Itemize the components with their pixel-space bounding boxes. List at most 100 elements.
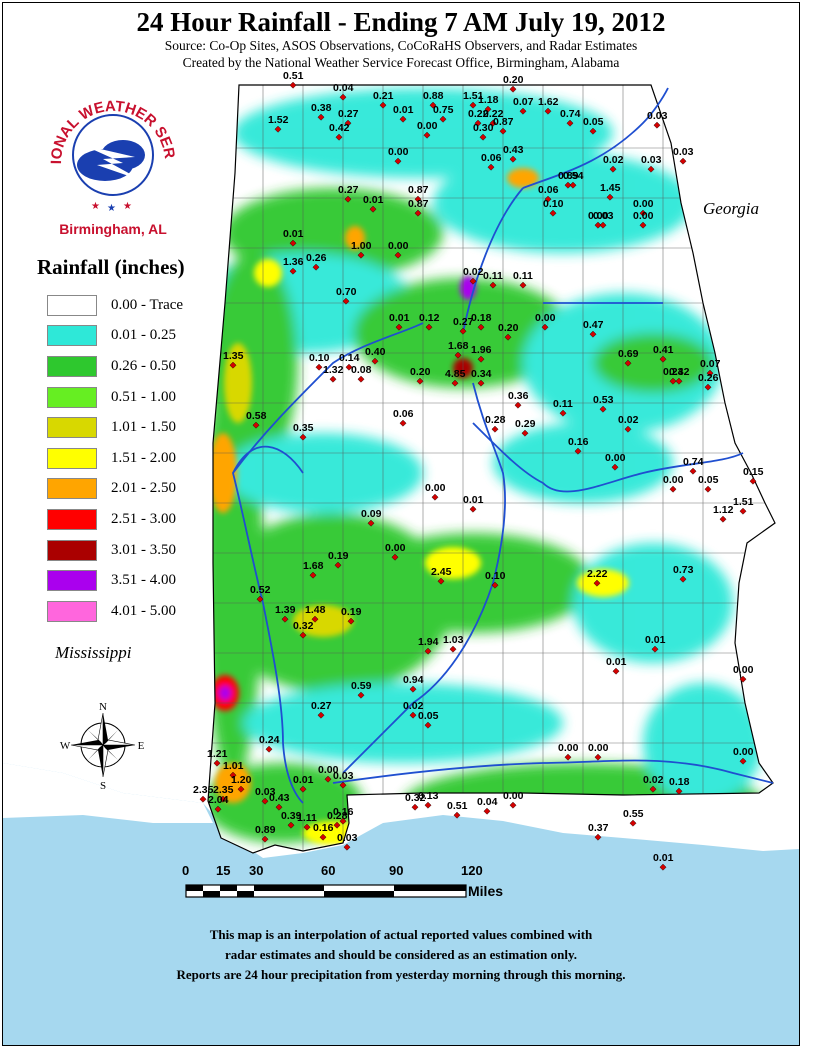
station-value: 0.12	[419, 312, 440, 324]
station-marker	[514, 401, 522, 409]
legend-swatch	[47, 447, 97, 469]
station-value: 1.39	[275, 604, 296, 616]
station-marker	[324, 775, 332, 783]
compass-rose-icon: N S E W	[60, 701, 145, 792]
station-value: 0.70	[336, 286, 357, 298]
station-marker	[334, 561, 342, 569]
station-report: 0.29	[515, 418, 536, 437]
station-marker	[409, 711, 417, 719]
station-report: 0.75	[433, 104, 454, 123]
station-value: 0.27	[338, 184, 359, 196]
station-marker	[469, 101, 477, 109]
compass-s: S	[100, 780, 106, 792]
station-report: 0.00	[605, 452, 626, 471]
station-report: 0.26	[698, 372, 719, 391]
station-value: 0.51	[283, 70, 304, 82]
station-value: 0.05	[583, 116, 604, 128]
station-value: 0.18	[669, 776, 690, 788]
station-report: 0.09	[361, 508, 382, 527]
station-marker	[214, 805, 222, 813]
legend-item: 2.01 - 2.50	[37, 474, 237, 505]
station-marker	[491, 425, 499, 433]
station-marker	[309, 571, 317, 579]
station-report: 0.00	[633, 210, 654, 229]
station-value: 0.16	[313, 822, 334, 834]
station-marker	[491, 581, 499, 589]
scale-unit: Miles	[468, 883, 504, 899]
station-report: 1.94	[418, 636, 439, 655]
station-marker	[265, 745, 273, 753]
station-report: 0.54	[563, 170, 584, 189]
station-report: 0.00	[388, 146, 409, 165]
station-marker	[489, 281, 497, 289]
logo-city: Birmingham, AL	[59, 221, 167, 237]
station-value: 0.03	[255, 786, 276, 798]
disclaimer: This map is an interpolation of actual r…	[3, 925, 799, 985]
disclaimer-line: Reports are 24 hour precipitation from y…	[176, 967, 626, 982]
station-report: 1.39	[275, 604, 296, 623]
station-value: 1.51	[463, 90, 484, 102]
station-report: 0.11	[513, 270, 533, 289]
station-report: 1.51	[463, 90, 484, 109]
rainfall-shading	[208, 85, 775, 853]
station-marker	[299, 631, 307, 639]
station-value: 0.87	[408, 198, 429, 210]
rainfall-map: N S E W 0.51 0.04 0.21 0.88 1.51 0.20 1.18 0.07…	[3, 70, 799, 1045]
station-value: 0.19	[341, 606, 362, 618]
station-report: 0.20	[498, 322, 519, 341]
state-label-mississippi: Mississippi	[55, 643, 132, 662]
station-value: 0.24	[259, 734, 280, 746]
station-marker	[689, 467, 697, 475]
station-report: 0.15	[743, 466, 764, 485]
station-report: 0.32	[293, 620, 314, 639]
legend-label: 1.01 - 1.50	[111, 419, 176, 436]
station-value: 1.96	[471, 344, 492, 356]
station-report: 0.10	[485, 570, 506, 589]
station-value: 2.22	[587, 568, 608, 580]
station-value: 1.68	[448, 340, 469, 352]
legend-label: 0.26 - 0.50	[111, 357, 176, 374]
station-report: 0.59	[351, 680, 372, 699]
station-marker	[274, 125, 282, 133]
station-marker	[509, 85, 517, 93]
station-report: 0.27	[338, 108, 359, 127]
station-value: 0.00	[388, 240, 409, 252]
station-value: 0.69	[618, 348, 639, 360]
station-value: 0.40	[365, 346, 386, 358]
station-value: 1.52	[268, 114, 289, 126]
station-report: 0.24	[259, 734, 280, 753]
station-report: 1.51	[733, 496, 754, 515]
station-report: 0.42	[329, 122, 350, 141]
station-report: 1.00	[351, 240, 372, 259]
station-marker	[559, 409, 567, 417]
station-value: 0.04	[477, 796, 498, 808]
station-report: 0.04	[333, 82, 354, 101]
legend-item: 1.01 - 1.50	[37, 412, 237, 443]
station-marker	[411, 803, 419, 811]
station-marker	[651, 645, 659, 653]
station-marker	[339, 817, 347, 825]
station-report: 0.30	[473, 122, 494, 141]
station-report: 0.01	[363, 194, 384, 213]
legend-swatch	[47, 570, 97, 592]
station-value: 0.00	[503, 790, 524, 802]
disclaimer-line: This map is an interpolation of actual r…	[209, 927, 593, 942]
station-value: 0.75	[433, 104, 454, 116]
station-report: 0.37	[588, 822, 609, 841]
station-value: 0.16	[333, 806, 354, 818]
station-report: 0.01	[283, 228, 304, 247]
station-report: 0.87	[493, 116, 514, 135]
station-marker	[371, 357, 379, 365]
scale-tick: 90	[389, 863, 404, 878]
station-value: 0.10	[485, 570, 506, 582]
station-marker	[329, 375, 337, 383]
station-report: 0.00	[558, 742, 579, 761]
station-marker	[589, 330, 597, 338]
station-report: 0.19	[341, 606, 362, 625]
station-report: 0.22	[483, 108, 504, 127]
station-marker	[477, 323, 485, 331]
station-report: 0.26	[306, 252, 327, 271]
legend-label: 2.51 - 3.00	[111, 510, 176, 527]
station-marker	[449, 645, 457, 653]
station-report: 1.21	[207, 748, 228, 767]
